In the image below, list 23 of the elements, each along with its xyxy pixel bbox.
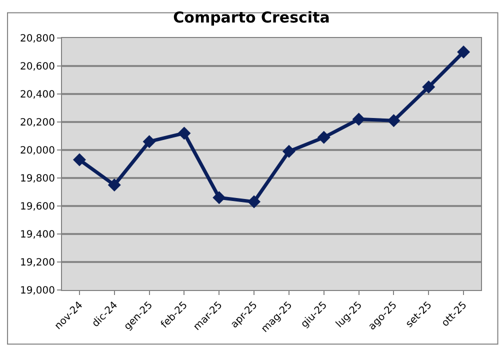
chart-title: Comparto Crescita [173,8,330,27]
y-tick-label: 19,400 [20,230,55,240]
point [142,135,156,148]
point [248,195,261,208]
point [317,130,330,144]
y-tick-label: 19,200 [20,258,55,268]
point [212,191,226,204]
y-tick-label: 19,800 [20,174,55,184]
point [178,126,191,140]
y-tick-label: 20,800 [20,34,55,44]
y-tick-label: 19,000 [20,286,55,296]
y-tick-label: 20,400 [20,90,55,100]
point [422,80,436,94]
point [108,178,121,192]
point [352,112,366,126]
point [457,46,470,58]
point [282,144,296,158]
point [387,114,400,128]
y-tick-label: 19,600 [20,202,55,212]
y-tick-label: 20,200 [20,118,55,128]
y-tick-label: 20,000 [20,146,55,156]
point [72,153,86,166]
y-tick-label: 20,600 [20,62,55,72]
